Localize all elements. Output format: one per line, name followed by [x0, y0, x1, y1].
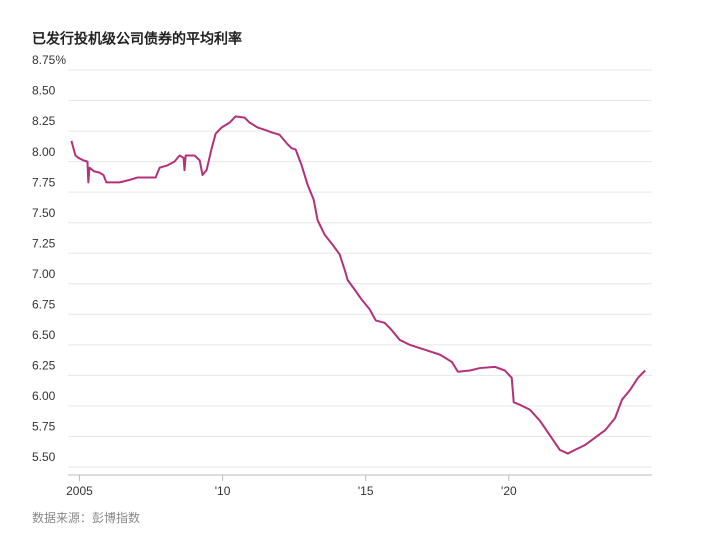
y-tick-label: 8.00: [32, 145, 56, 159]
y-tick-label: 6.75: [32, 297, 56, 311]
y-tick-label: 6.00: [32, 389, 56, 403]
y-tick-label: 8.75%: [32, 53, 66, 67]
x-tick-label: 2005: [66, 484, 93, 498]
y-tick-label: 6.50: [32, 328, 56, 342]
y-tick-label: 7.25: [32, 236, 56, 250]
y-tick-label: 5.50: [32, 450, 56, 464]
y-tick-label: 7.75: [32, 175, 56, 189]
data-line: [70, 115, 646, 455]
source-note: 数据来源：彭博指数: [32, 510, 140, 525]
x-tick-label: '20: [501, 484, 517, 498]
x-tick-label: '10: [215, 484, 231, 498]
y-tick-label: 8.50: [32, 84, 56, 98]
y-tick-label: 8.25: [32, 114, 56, 128]
x-tick-label: '15: [358, 484, 374, 498]
y-tick-label: 7.50: [32, 206, 56, 220]
y-tick-label: 5.75: [32, 420, 56, 434]
y-tick-label: 7.00: [32, 267, 56, 281]
y-tick-label: 6.25: [32, 359, 56, 373]
chart-title: 已发行投机级公司债券的平均利率: [32, 31, 242, 47]
